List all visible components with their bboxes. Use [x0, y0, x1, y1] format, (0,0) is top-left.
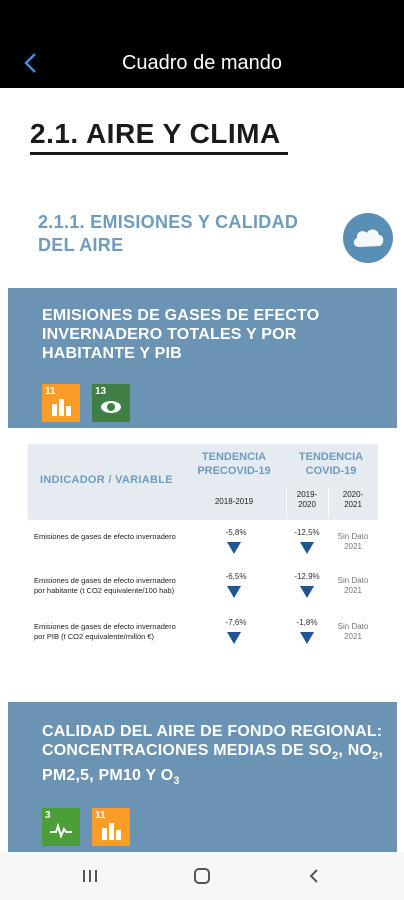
precovid-value: -6,5% [225, 572, 247, 581]
col-year-2018-2019: 2018-2019 [214, 497, 254, 506]
down-trend-icon [300, 632, 314, 644]
covid-value: -1,8% [296, 618, 318, 627]
dashboard-content[interactable]: 2.1. AIRE Y CLIMA 2.1.1. EMISIONES Y CAL… [0, 88, 404, 852]
home-icon[interactable] [190, 866, 214, 886]
table-row: Emisiones de gases de efecto invernadero… [28, 572, 378, 616]
indicator-card-air-quality[interactable]: CALIDAD DEL AIRE DE FONDO REGIONAL: CONC… [8, 702, 397, 852]
table-header: INDICADOR / VARIABLE TENDENCIA PRECOVID-… [28, 444, 378, 520]
cloud-icon [343, 213, 393, 263]
page-title: 2.1. AIRE Y CLIMA [30, 118, 281, 149]
table-row: Emisiones de gases de efecto invernadero… [28, 528, 378, 572]
down-trend-icon [300, 542, 314, 554]
indicator-card-emissions[interactable]: EMISIONES DE GASES DE EFECTO INVERNADERO… [8, 288, 397, 428]
covid-value: -12,9% [294, 572, 320, 581]
row-indicator: Emisiones de gases de efecto invernadero… [34, 622, 176, 641]
down-trend-icon [300, 586, 314, 598]
city-icon [52, 399, 71, 416]
precovid-value: -5,8% [225, 528, 247, 537]
system-nav-bar [0, 852, 404, 900]
col-indicator-header: INDICADOR / VARIABLE [40, 474, 173, 486]
indicators-table: INDICADOR / VARIABLE TENDENCIA PRECOVID-… [28, 444, 378, 660]
card-title: EMISIONES DE GASES DE EFECTO INVERNADERO… [42, 307, 320, 362]
col-year-2019-2020: 2019-2020 [296, 490, 318, 509]
sdg-13-badge: 13 [92, 384, 130, 422]
no-data-label: Sin Dato 2021 [337, 576, 369, 595]
col-covid-header: TENDENCIA COVID-19 [298, 451, 364, 477]
table-row: Emisiones de gases de efecto invernadero… [28, 618, 378, 662]
divider [286, 488, 287, 518]
divider [328, 488, 329, 518]
back-arrow-icon[interactable] [16, 48, 46, 78]
row-indicator: Emisiones de gases de efecto invernadero… [34, 576, 176, 595]
card-title: CALIDAD DEL AIRE DE FONDO REGIONAL: CONC… [42, 723, 384, 788]
no-data-label: Sin Dato 2021 [337, 622, 369, 641]
down-trend-icon [227, 586, 241, 598]
sdg-3-badge: 3 [42, 808, 80, 846]
recents-icon[interactable] [78, 866, 102, 886]
eye-icon [101, 401, 121, 413]
no-data-label: Sin Dato 2021 [337, 532, 369, 551]
sdg-11-badge: 11 [42, 384, 80, 422]
back-icon[interactable] [302, 866, 326, 886]
heartbeat-icon [50, 822, 72, 839]
down-trend-icon [227, 632, 241, 644]
city-icon [102, 823, 121, 840]
app-bar-title: Cuadro de mando [121, 52, 283, 74]
title-underline [30, 152, 288, 155]
sdg-11-badge: 11 [92, 808, 130, 846]
section-title: 2.1.1. EMISIONES Y CALIDAD DEL AIRE [38, 212, 299, 255]
app-bar: Cuadro de mando [0, 0, 404, 88]
col-precovid-header: TENDENCIA PRECOVID-19 [197, 451, 271, 477]
covid-value: -12,5% [294, 528, 320, 537]
col-year-2020-2021: 2020-2021 [342, 490, 364, 509]
down-trend-icon [227, 542, 241, 554]
row-indicator: Emisiones de gases de efecto invernadero [34, 532, 176, 541]
precovid-value: -7,6% [225, 618, 247, 627]
